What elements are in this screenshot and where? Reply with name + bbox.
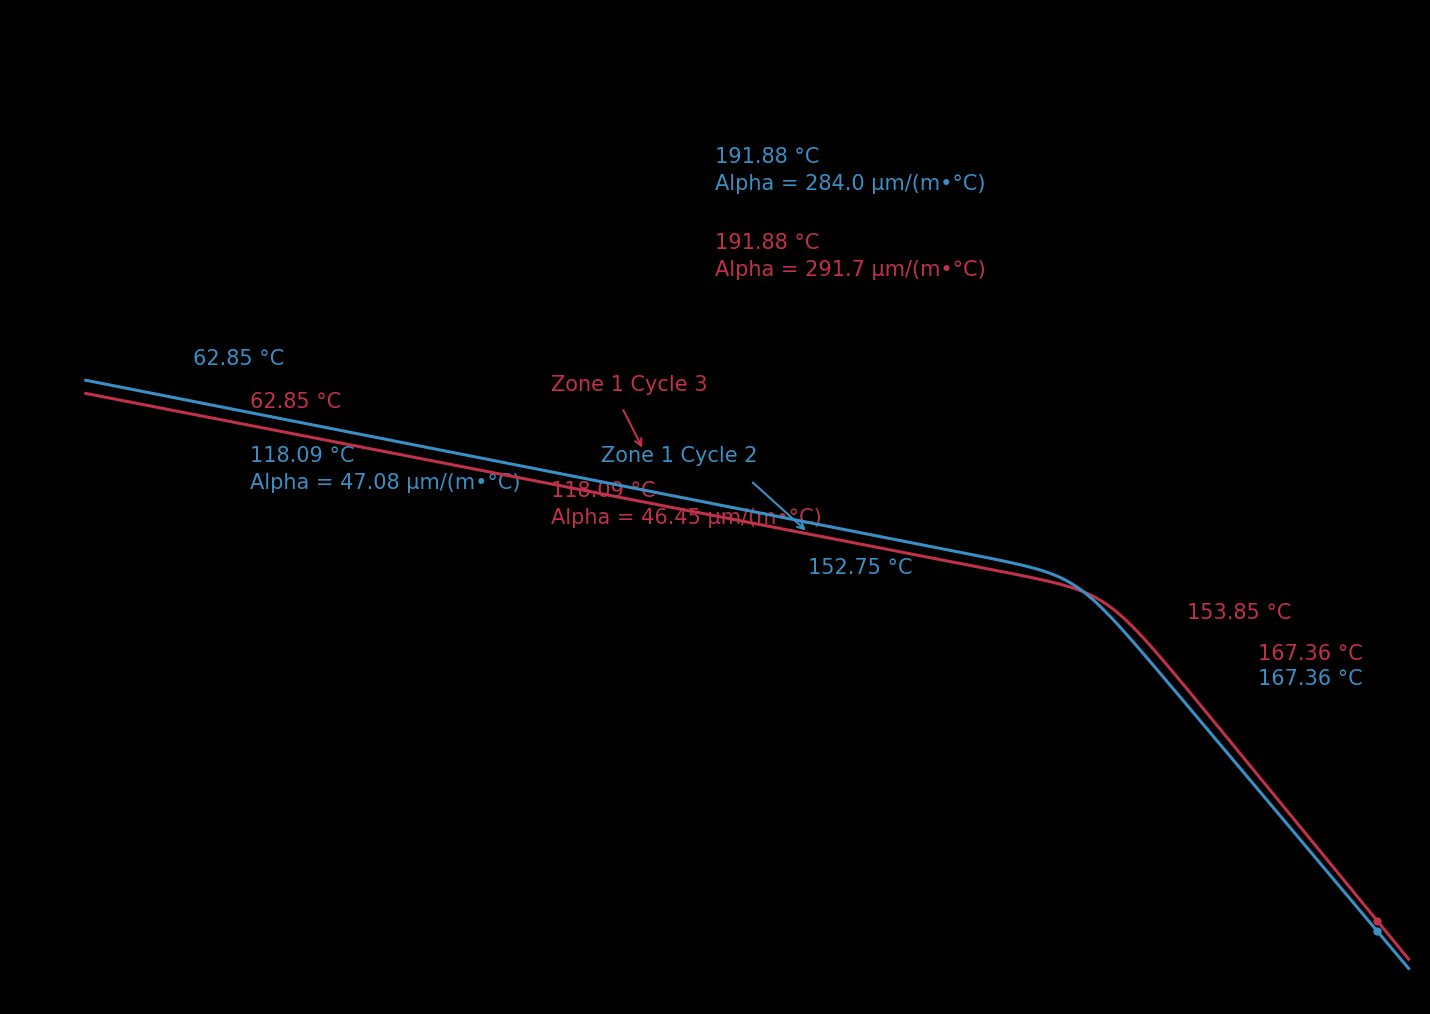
- Text: 152.75 °C: 152.75 °C: [808, 558, 912, 578]
- Text: 153.85 °C: 153.85 °C: [1187, 603, 1291, 624]
- Text: 191.88 °C
Alpha = 284.0 μm/(m•°C): 191.88 °C Alpha = 284.0 μm/(m•°C): [715, 147, 985, 195]
- Text: 62.85 °C: 62.85 °C: [193, 349, 285, 369]
- Text: 118.09 °C
Alpha = 47.08 μm/(m•°C): 118.09 °C Alpha = 47.08 μm/(m•°C): [250, 446, 521, 494]
- Text: Zone 1 Cycle 3: Zone 1 Cycle 3: [551, 375, 706, 395]
- Text: 191.88 °C
Alpha = 291.7 μm/(m•°C): 191.88 °C Alpha = 291.7 μm/(m•°C): [715, 233, 985, 281]
- Text: 118.09 °C
Alpha = 46.45 μm/(m•°C): 118.09 °C Alpha = 46.45 μm/(m•°C): [551, 481, 821, 528]
- Text: 167.36 °C: 167.36 °C: [1258, 644, 1363, 664]
- Text: 167.36 °C: 167.36 °C: [1258, 669, 1363, 690]
- Text: Zone 1 Cycle 2: Zone 1 Cycle 2: [601, 446, 756, 466]
- Text: 62.85 °C: 62.85 °C: [250, 391, 342, 412]
